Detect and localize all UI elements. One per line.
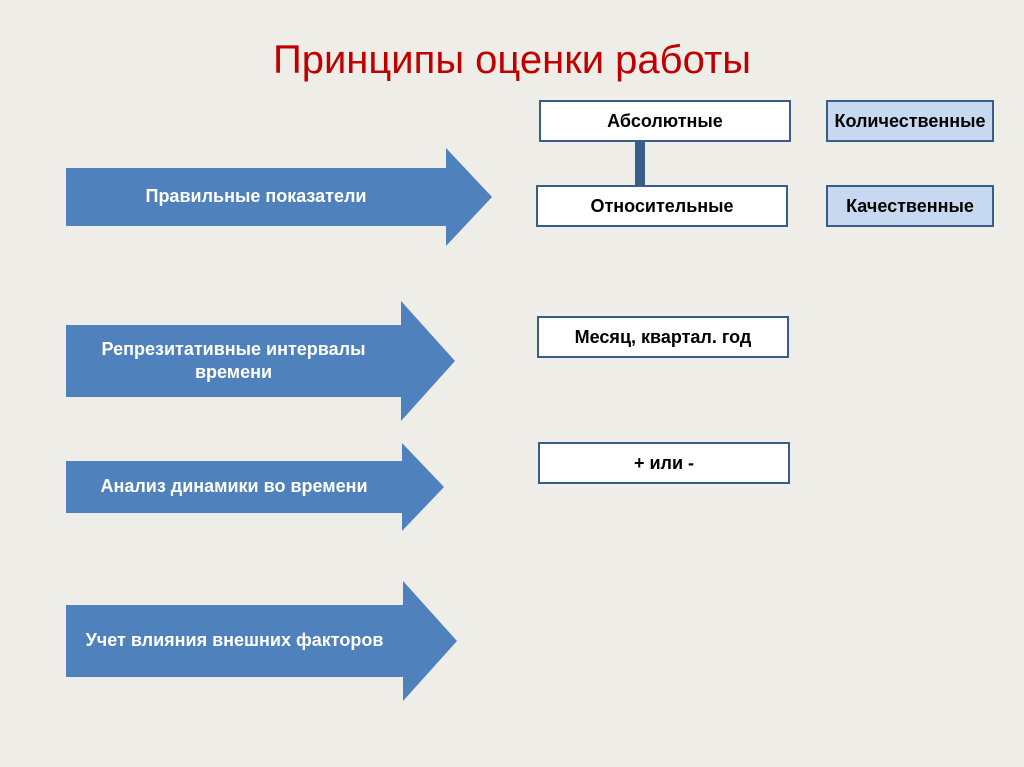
blue-box-0: Количественные: [826, 100, 994, 142]
arrow-block-1: Репрезитативные интервалы времени: [66, 301, 455, 421]
arrow-body-0: Правильные показатели: [66, 168, 446, 226]
arrow-block-3: Учет влияния внешних факторов: [66, 581, 457, 701]
title-text: Принципы оценки работы: [273, 38, 751, 82]
arrow-block-0: Правильные показатели: [66, 148, 492, 246]
arrow-block-2: Анализ динамики во времени: [66, 443, 444, 531]
white-box-2: Месяц, квартал. год: [537, 316, 789, 358]
arrow-body-1: Репрезитативные интервалы времени: [66, 325, 401, 397]
arrow-body-2: Анализ динамики во времени: [66, 461, 402, 513]
white-box-3: + или -: [538, 442, 790, 484]
arrow-head-icon-1: [401, 301, 455, 421]
page-title: Принципы оценки работы: [0, 38, 1024, 83]
connector-bar: [635, 142, 645, 185]
blue-box-1: Качественные: [826, 185, 994, 227]
arrow-head-icon-0: [446, 148, 492, 246]
arrow-head-icon-2: [402, 443, 444, 531]
white-box-1: Относительные: [536, 185, 788, 227]
arrow-body-3: Учет влияния внешних факторов: [66, 605, 403, 677]
arrow-head-icon-3: [403, 581, 457, 701]
white-box-0: Абсолютные: [539, 100, 791, 142]
